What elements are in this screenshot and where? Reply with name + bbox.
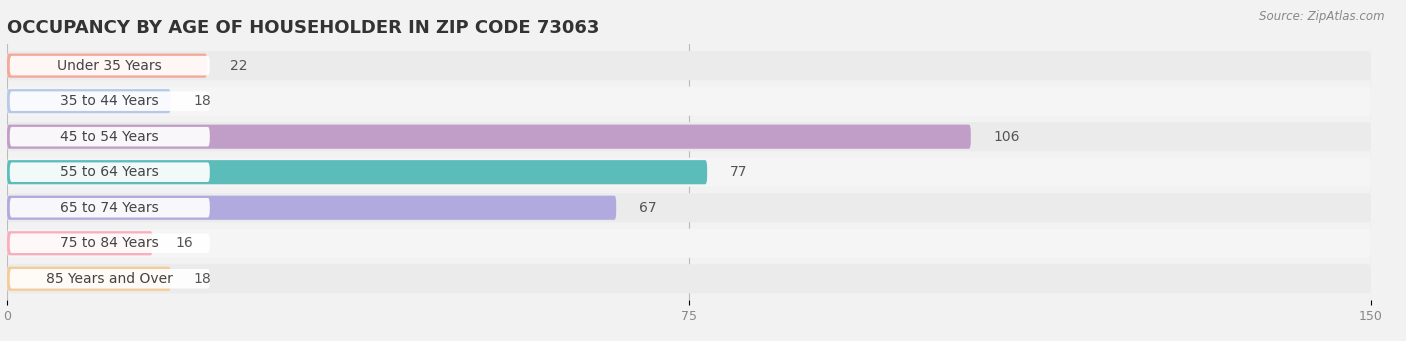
- Text: OCCUPANCY BY AGE OF HOUSEHOLDER IN ZIP CODE 73063: OCCUPANCY BY AGE OF HOUSEHOLDER IN ZIP C…: [7, 19, 599, 37]
- FancyBboxPatch shape: [10, 127, 209, 146]
- FancyBboxPatch shape: [10, 56, 209, 75]
- FancyBboxPatch shape: [10, 269, 209, 288]
- FancyBboxPatch shape: [10, 91, 209, 111]
- FancyBboxPatch shape: [7, 87, 1371, 116]
- Text: 55 to 64 Years: 55 to 64 Years: [60, 165, 159, 179]
- FancyBboxPatch shape: [10, 162, 209, 182]
- Text: 22: 22: [229, 59, 247, 73]
- FancyBboxPatch shape: [10, 198, 209, 218]
- FancyBboxPatch shape: [7, 193, 1371, 222]
- Text: Under 35 Years: Under 35 Years: [58, 59, 162, 73]
- FancyBboxPatch shape: [7, 267, 170, 291]
- Text: 77: 77: [730, 165, 748, 179]
- Text: 18: 18: [194, 272, 211, 286]
- FancyBboxPatch shape: [7, 89, 170, 113]
- FancyBboxPatch shape: [7, 160, 707, 184]
- Text: 65 to 74 Years: 65 to 74 Years: [60, 201, 159, 215]
- FancyBboxPatch shape: [7, 229, 1371, 258]
- FancyBboxPatch shape: [7, 158, 1371, 187]
- Text: 106: 106: [994, 130, 1019, 144]
- Text: 67: 67: [638, 201, 657, 215]
- FancyBboxPatch shape: [7, 231, 152, 255]
- FancyBboxPatch shape: [7, 54, 207, 78]
- FancyBboxPatch shape: [7, 124, 970, 149]
- Text: 45 to 54 Years: 45 to 54 Years: [60, 130, 159, 144]
- FancyBboxPatch shape: [10, 234, 209, 253]
- Text: 18: 18: [194, 94, 211, 108]
- Text: 75 to 84 Years: 75 to 84 Years: [60, 236, 159, 250]
- FancyBboxPatch shape: [7, 51, 1371, 80]
- FancyBboxPatch shape: [7, 196, 616, 220]
- Text: 35 to 44 Years: 35 to 44 Years: [60, 94, 159, 108]
- FancyBboxPatch shape: [7, 122, 1371, 151]
- FancyBboxPatch shape: [7, 264, 1371, 293]
- Text: 85 Years and Over: 85 Years and Over: [46, 272, 173, 286]
- Text: Source: ZipAtlas.com: Source: ZipAtlas.com: [1260, 10, 1385, 23]
- Text: 16: 16: [176, 236, 193, 250]
